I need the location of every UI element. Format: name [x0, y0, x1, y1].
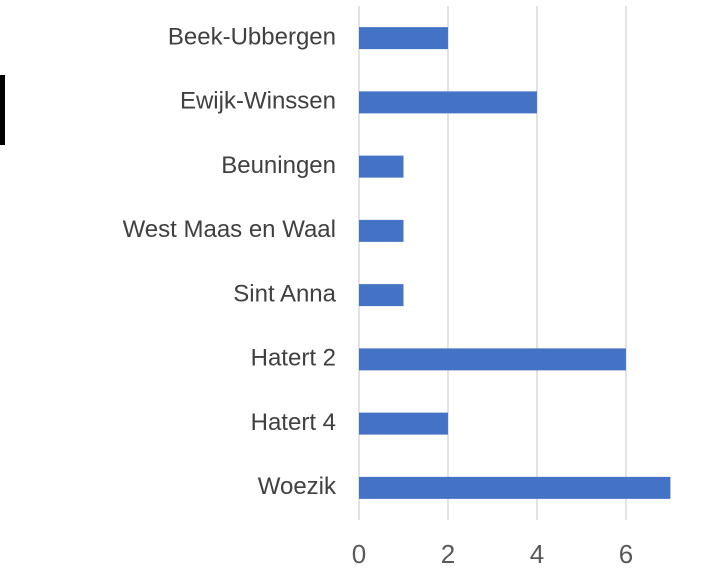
y-tick-label: Hatert 2	[251, 345, 336, 372]
y-tick-label: Hatert 4	[251, 409, 336, 436]
x-tick-label: 4	[530, 539, 544, 569]
y-tick-label: Beuningen	[221, 152, 336, 179]
bar	[359, 284, 404, 307]
y-tick-label: Woezik	[258, 473, 337, 500]
y-tick-label: Beek-Ubbergen	[168, 23, 336, 50]
bar	[359, 155, 404, 178]
bar	[359, 27, 448, 50]
bar	[359, 476, 671, 499]
y-tick-label: West Maas en Waal	[123, 216, 336, 243]
y-tick-label: Ewijk-Winssen	[180, 88, 336, 115]
x-tick-label: 2	[441, 539, 455, 569]
cropped-fragment	[0, 75, 5, 145]
x-tick-label: 0	[352, 539, 366, 569]
bar	[359, 219, 404, 242]
bar	[359, 412, 448, 435]
bar	[359, 348, 626, 371]
bar	[359, 91, 537, 114]
x-tick-label: 6	[619, 539, 633, 569]
y-tick-label: Sint Anna	[233, 280, 336, 307]
